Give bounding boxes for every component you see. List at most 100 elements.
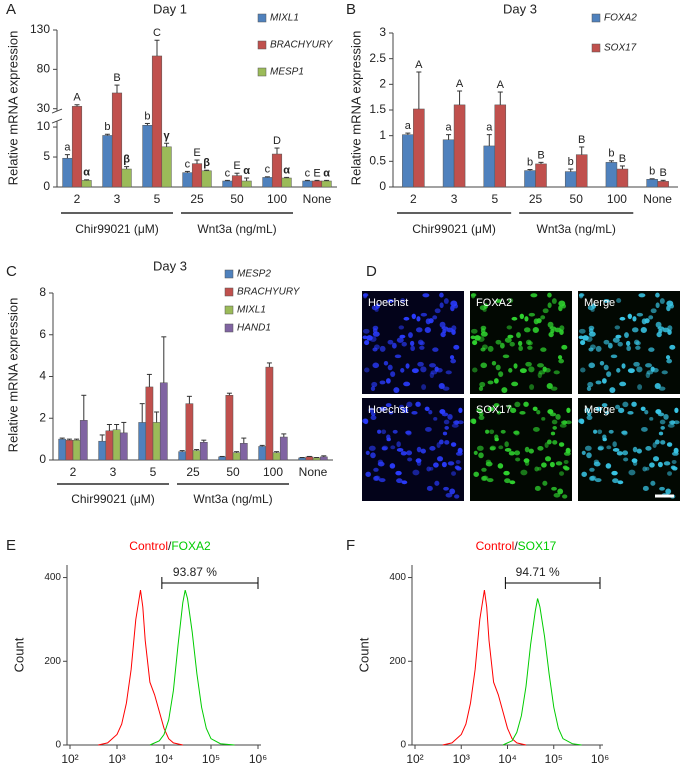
nucleus <box>618 407 625 414</box>
nucleus <box>536 409 541 415</box>
nucleus <box>551 486 557 491</box>
nucleus <box>559 423 567 428</box>
bar <box>71 106 83 188</box>
bar <box>191 163 203 188</box>
group-label: Wnt3a (ng/mL) <box>197 222 276 236</box>
nucleus <box>548 331 554 338</box>
nucleus <box>527 345 533 350</box>
nucleus <box>433 462 439 468</box>
nucleus <box>657 412 665 417</box>
nucleus <box>602 434 607 440</box>
nucleus <box>507 404 513 410</box>
nucleus <box>388 410 394 415</box>
bar <box>112 429 121 461</box>
x-tick-label: 10⁴ <box>498 752 517 766</box>
nucleus <box>578 328 586 334</box>
nucleus <box>625 340 631 346</box>
nucleus <box>487 380 494 385</box>
nucleus <box>432 347 439 352</box>
y-tick-label: 0 <box>43 179 50 193</box>
nucleus <box>362 293 369 297</box>
nucleus <box>453 344 460 350</box>
y-tick-label: 130 <box>30 22 50 36</box>
nucleus <box>616 298 622 304</box>
nucleus <box>455 466 462 471</box>
nucleus <box>621 430 628 436</box>
significance-letter: γ <box>164 130 171 142</box>
nucleus <box>659 419 666 425</box>
bar <box>494 104 507 188</box>
legend-swatch <box>224 287 234 297</box>
nucleus <box>473 450 478 456</box>
nucleus <box>590 344 596 350</box>
nucleus <box>580 367 586 373</box>
nucleus <box>667 325 673 332</box>
legend-label: BRACHYURY <box>270 40 334 51</box>
nucleus <box>645 446 652 451</box>
nucleus <box>588 331 596 337</box>
nucleus <box>385 378 391 384</box>
nucleus <box>504 441 509 448</box>
bar <box>524 170 536 188</box>
bar <box>58 438 67 461</box>
nucleus <box>504 448 512 452</box>
nucleus <box>439 321 446 328</box>
bar <box>239 443 248 461</box>
nucleus <box>436 456 444 462</box>
nucleus <box>549 461 555 468</box>
nucleus <box>616 451 623 456</box>
nucleus <box>550 431 556 436</box>
nucleus <box>474 335 481 341</box>
nucleus <box>636 312 644 317</box>
group-label: Chir99021 (μM) <box>71 492 155 506</box>
nucleus <box>550 386 558 391</box>
nucleus <box>429 446 436 451</box>
nucleus <box>493 403 500 408</box>
nucleus <box>411 368 419 374</box>
significance-letter: E <box>233 160 240 172</box>
nucleus <box>558 305 563 312</box>
significance-letter: c <box>265 164 271 176</box>
nucleus <box>586 386 592 392</box>
significance-letter: b <box>527 156 533 168</box>
panel-letter: B <box>346 1 356 18</box>
nucleus <box>586 415 593 421</box>
nucleus <box>632 446 638 453</box>
nucleus <box>597 429 603 435</box>
nucleus <box>636 366 643 373</box>
nucleus <box>623 457 629 462</box>
nucleus <box>436 442 441 449</box>
nucleus <box>559 471 565 476</box>
nucleus <box>442 386 450 391</box>
nucleus <box>528 366 535 373</box>
nucleus <box>525 339 532 345</box>
bar <box>201 170 212 188</box>
nucleus <box>501 387 508 393</box>
nucleus <box>362 328 370 334</box>
significance-letter: c <box>185 158 191 170</box>
nucleus <box>537 363 544 368</box>
nucleus <box>666 305 671 312</box>
nucleus <box>396 337 404 343</box>
nucleus <box>555 413 561 420</box>
nucleus <box>557 488 564 495</box>
nucleus <box>372 362 380 369</box>
nucleus <box>370 452 376 459</box>
nucleus <box>510 407 517 414</box>
nucleus <box>588 362 596 369</box>
x-tick-label: 50 <box>226 465 240 479</box>
nucleus <box>650 480 656 486</box>
nucleus <box>415 327 423 333</box>
bar <box>646 179 658 188</box>
nucleus <box>487 345 494 352</box>
y-tick-label: 1 <box>379 128 386 142</box>
nucleus <box>387 339 394 345</box>
significance-letter: c <box>225 167 231 179</box>
nucleus <box>642 485 649 491</box>
nucleus <box>658 386 666 391</box>
significance-letter: b <box>568 156 574 168</box>
bar <box>79 420 88 461</box>
nucleus <box>660 440 666 445</box>
bar <box>152 422 161 461</box>
y-tick-label: 200 <box>44 656 61 667</box>
